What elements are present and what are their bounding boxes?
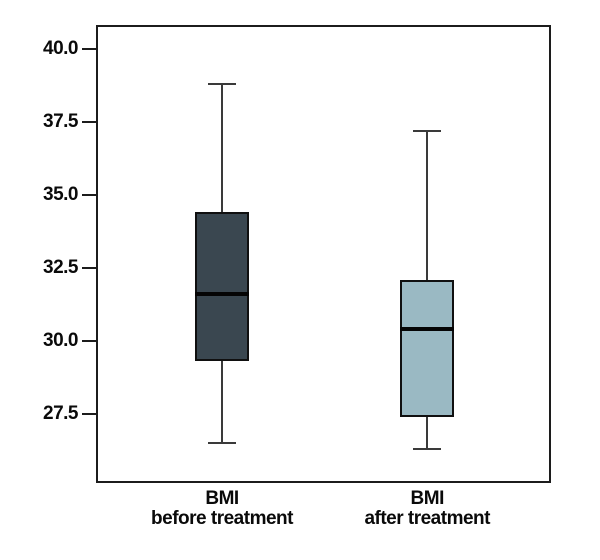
y-tick-mark: [82, 339, 96, 342]
upper-whisker-cap: [413, 129, 442, 132]
upper-whisker-line: [426, 130, 429, 280]
x-category-label-line: BMI: [410, 488, 445, 509]
lower-whisker-cap: [413, 447, 442, 450]
iqr-box: [400, 279, 455, 417]
y-tick-label: 35.0: [43, 183, 78, 205]
x-category-label-line: before treatment: [151, 508, 293, 529]
median-line: [195, 292, 250, 297]
x-category-label-line: after treatment: [364, 508, 490, 529]
y-tick-mark: [82, 193, 96, 196]
x-category-label: BMI before treatment: [112, 489, 332, 529]
plot-area: [82, 25, 551, 483]
y-tick-mark: [82, 47, 96, 50]
y-tick-mark: [82, 266, 96, 269]
y-tick-label: 27.5: [43, 402, 78, 424]
lower-whisker-line: [221, 361, 224, 444]
iqr-box: [195, 212, 250, 362]
lower-whisker-cap: [208, 442, 237, 445]
box-group: [98, 27, 549, 481]
y-tick-mark: [82, 412, 96, 415]
y-tick-label: 30.0: [43, 329, 78, 351]
y-tick-label: 40.0: [43, 37, 78, 59]
x-category-label: BMI after treatment: [317, 489, 537, 529]
y-tick-label: 37.5: [43, 110, 78, 132]
lower-whisker-line: [426, 416, 429, 449]
y-tick-mark: [82, 120, 96, 123]
x-category-label-line: BMI: [205, 488, 239, 509]
upper-whisker-cap: [208, 82, 237, 85]
median-line: [400, 327, 455, 332]
y-tick-label: 32.5: [43, 256, 78, 278]
box-group: [98, 27, 549, 481]
upper-whisker-line: [221, 83, 224, 213]
